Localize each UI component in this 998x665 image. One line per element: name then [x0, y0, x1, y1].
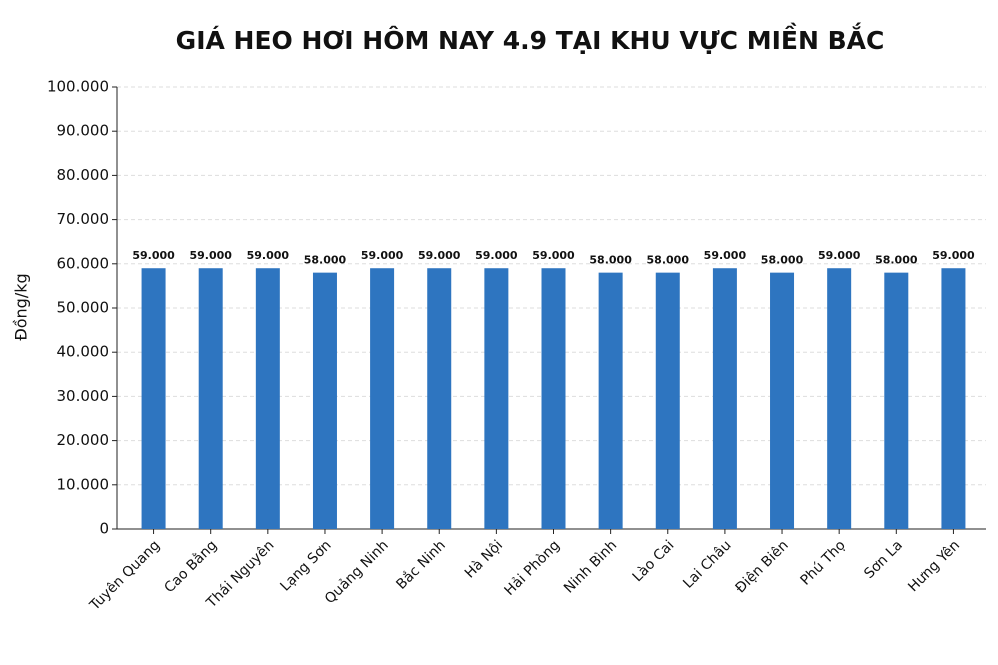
x-tick-label: Lạng Sơn: [277, 537, 334, 594]
y-tick-label: 20.000: [57, 431, 110, 449]
bar: [827, 268, 852, 529]
x-tick-label: Hà Nội: [462, 537, 506, 581]
x-tick-label: Điện Biên: [733, 537, 792, 596]
x-tick-label: Bắc Ninh: [393, 537, 449, 593]
x-tick-label: Sơn La: [861, 537, 906, 582]
y-tick-label: 0: [99, 520, 109, 538]
x-tick-label: Phú Thọ: [797, 537, 848, 588]
bar: [255, 268, 280, 529]
x-tick-label: Ninh Bình: [561, 537, 620, 596]
y-tick-label: 30.000: [57, 387, 110, 405]
value-label: 59.000: [189, 249, 232, 262]
x-tick-label: Cao Bằng: [161, 537, 221, 597]
bar: [427, 268, 452, 529]
bar: [712, 268, 737, 529]
x-tick-label: Tuyên Quang: [86, 537, 163, 614]
y-tick-label: 50.000: [57, 299, 110, 317]
bar: [541, 268, 566, 529]
value-label: 58.000: [761, 254, 804, 267]
bar: [198, 268, 223, 529]
value-label: 58.000: [304, 254, 347, 267]
bar: [312, 272, 337, 529]
value-label: 59.000: [704, 249, 747, 262]
value-label: 59.000: [932, 249, 975, 262]
bar: [484, 268, 509, 529]
bar: [141, 268, 166, 529]
x-tick-label: Hải Phòng: [502, 537, 564, 599]
bar: [941, 268, 966, 529]
value-label: 59.000: [475, 249, 518, 262]
y-axis-label: Đồng/kg: [12, 273, 31, 340]
value-label: 59.000: [132, 249, 175, 262]
value-label: 59.000: [418, 249, 461, 262]
y-tick-label: 10.000: [57, 475, 110, 493]
x-tick-label: Lào Cai: [630, 537, 678, 585]
chart-title: GIÁ HEO HƠI HÔM NAY 4.9 TẠI KHU VỰC MIỀN…: [176, 22, 885, 55]
value-label: 58.000: [875, 254, 918, 267]
y-tick-label: 60.000: [57, 254, 110, 272]
value-label: 59.000: [361, 249, 404, 262]
y-tick-label: 80.000: [57, 166, 110, 184]
bar: [370, 268, 395, 529]
bar: [884, 272, 909, 529]
bar: [655, 272, 680, 529]
value-label: 59.000: [818, 249, 861, 262]
bar: [598, 272, 623, 529]
value-label: 59.000: [532, 249, 575, 262]
value-label: 59.000: [247, 249, 290, 262]
bar: [770, 272, 795, 529]
y-tick-label: 90.000: [57, 122, 110, 140]
x-tick-label: Hưng Yên: [905, 537, 963, 595]
y-tick-label: 100.000: [47, 78, 109, 96]
value-label: 58.000: [589, 254, 632, 267]
y-tick-label: 70.000: [57, 210, 110, 228]
x-tick-label: Lai Châu: [680, 537, 734, 591]
value-label: 58.000: [647, 254, 690, 267]
y-tick-label: 40.000: [57, 343, 110, 361]
